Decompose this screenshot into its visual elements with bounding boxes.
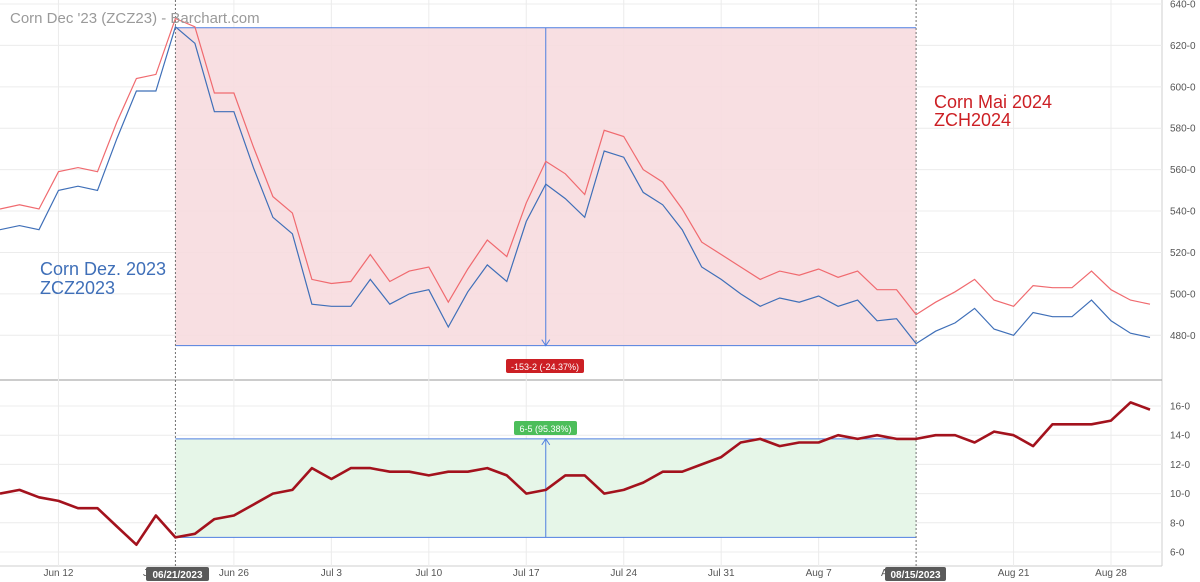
zch-annotation-line2: ZCH2024 (934, 110, 1011, 130)
x-tick-8: Aug 21 (998, 568, 1030, 579)
y-axis-ticks: 480-0 500-0 520-0 540-0 560-0 580-0 600-0 620-0… (1170, 0, 1196, 559)
spread-change-label: 6-5 (95.38%) (519, 424, 571, 434)
zch-annotation-line1: Corn Mai 2024 (934, 92, 1052, 112)
x-tick-hidden-aug: A (881, 568, 888, 579)
x-tick-3: Jul 10 (415, 568, 442, 579)
measure-bottom-arrow (541, 437, 551, 446)
series-zch2024 (0, 17, 1151, 316)
x-tick-4: Jul 17 (513, 568, 540, 579)
series-zcz2023 (0, 25, 1151, 345)
series-spread (0, 401, 1151, 547)
date-flag-end[interactable]: 08/15/2023 (885, 567, 946, 581)
y-tick-top-3: 540-0 (1170, 207, 1196, 218)
y-tick-bottom-2: 10-0 (1170, 489, 1190, 500)
price-change-badge: -153-2 (-24.37%) (506, 359, 584, 373)
y-tick-top-6: 600-0 (1170, 82, 1196, 93)
y-tick-bottom-4: 14-0 (1170, 431, 1190, 442)
series-layer (0, 17, 1151, 547)
x-tick-1: Jun 26 (219, 568, 249, 579)
spread-change-badge: 6-5 (95.38%) (514, 421, 577, 435)
x-tick-6: Jul 31 (708, 568, 735, 579)
x-tick-0: Jun 12 (43, 568, 73, 579)
y-tick-top-0: 480-0 (1170, 331, 1196, 342)
date-flag-start-label: 06/21/2023 (152, 570, 202, 581)
y-tick-top-1: 500-0 (1170, 289, 1196, 300)
date-flag-start[interactable]: 06/21/2023 (146, 567, 209, 581)
y-tick-bottom-0: 6-0 (1170, 548, 1185, 559)
date-flag-end-label: 08/15/2023 (890, 570, 940, 581)
x-tick-7: Aug 7 (806, 568, 833, 579)
y-tick-top-2: 520-0 (1170, 248, 1196, 259)
price-change-label: -153-2 (-24.37%) (511, 362, 579, 372)
y-tick-top-7: 620-0 (1170, 41, 1196, 52)
y-tick-bottom-5: 16-0 (1170, 402, 1190, 413)
x-tick-2: Jul 3 (321, 568, 343, 579)
x-tick-hidden-jun: J (143, 568, 148, 579)
y-tick-bottom-3: 12-0 (1170, 460, 1190, 471)
y-tick-bottom-1: 8-0 (1170, 518, 1185, 529)
zcz-annotation-line2: ZCZ2023 (40, 278, 115, 298)
measure-top-arrow (541, 339, 551, 347)
y-tick-top-4: 560-0 (1170, 165, 1196, 176)
x-axis-ticks: Jun 12 Jun 26 Jul 3 Jul 10 Jul 17 Jul 24 Jul 3… (43, 568, 1127, 579)
measure-tool (175, 27, 917, 538)
x-tick-5: Jul 24 (610, 568, 637, 579)
y-tick-top-8: 640-0 (1170, 0, 1196, 11)
y-tick-top-5: 580-0 (1170, 124, 1196, 135)
chart-title: Corn Dec '23 (ZCZ23) - Barchart.com (10, 10, 260, 27)
zcz-annotation-line1: Corn Dez. 2023 (40, 259, 166, 279)
x-tick-9: Aug 28 (1095, 568, 1127, 579)
